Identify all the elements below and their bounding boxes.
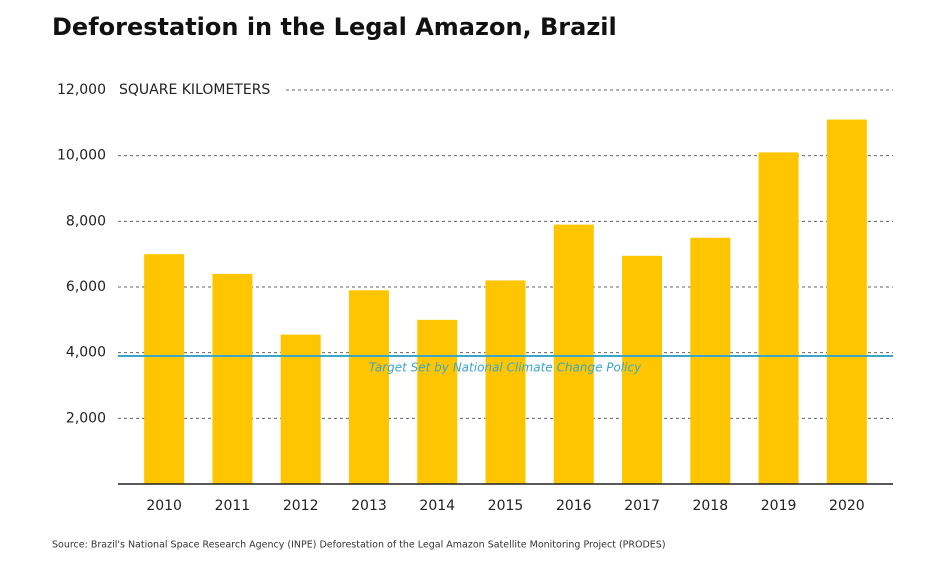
- y-axis-label: SQUARE KILOMETERS: [119, 82, 270, 98]
- y-tick-label: 12,000: [57, 82, 106, 98]
- y-tick-label: 2,000: [66, 410, 106, 426]
- bar: [417, 319, 458, 484]
- x-tick-label: 2013: [351, 498, 387, 514]
- bar: [826, 119, 867, 485]
- bar: [690, 237, 731, 484]
- source-note: Source: Brazil's National Space Research…: [52, 540, 666, 551]
- bar: [553, 224, 594, 484]
- x-tick-label: 2011: [215, 498, 251, 514]
- bar: [212, 273, 253, 484]
- x-tick-label: 2020: [829, 498, 865, 514]
- x-tick-label: 2014: [419, 498, 455, 514]
- x-tick-label: 2015: [488, 498, 524, 514]
- x-tick-label: 2019: [761, 498, 797, 514]
- bar: [485, 280, 526, 484]
- target-label: Target Set by National Climate Change Po…: [369, 360, 642, 374]
- bar: [758, 152, 799, 484]
- chart-title: Deforestation in the Legal Amazon, Brazi…: [52, 13, 617, 41]
- bar: [280, 334, 321, 484]
- x-tick-label: 2012: [283, 498, 319, 514]
- y-tick-label: 10,000: [57, 148, 106, 164]
- x-tick-label: 2018: [692, 498, 728, 514]
- bar: [622, 255, 663, 484]
- y-tick-label: 6,000: [66, 279, 106, 295]
- bar: [144, 254, 185, 484]
- y-tick-label: 4,000: [66, 345, 106, 361]
- bar: [348, 290, 389, 484]
- x-tick-label: 2017: [624, 498, 660, 514]
- x-tick-label: 2010: [146, 498, 182, 514]
- x-tick-label: 2016: [556, 498, 592, 514]
- y-tick-label: 8,000: [66, 213, 106, 229]
